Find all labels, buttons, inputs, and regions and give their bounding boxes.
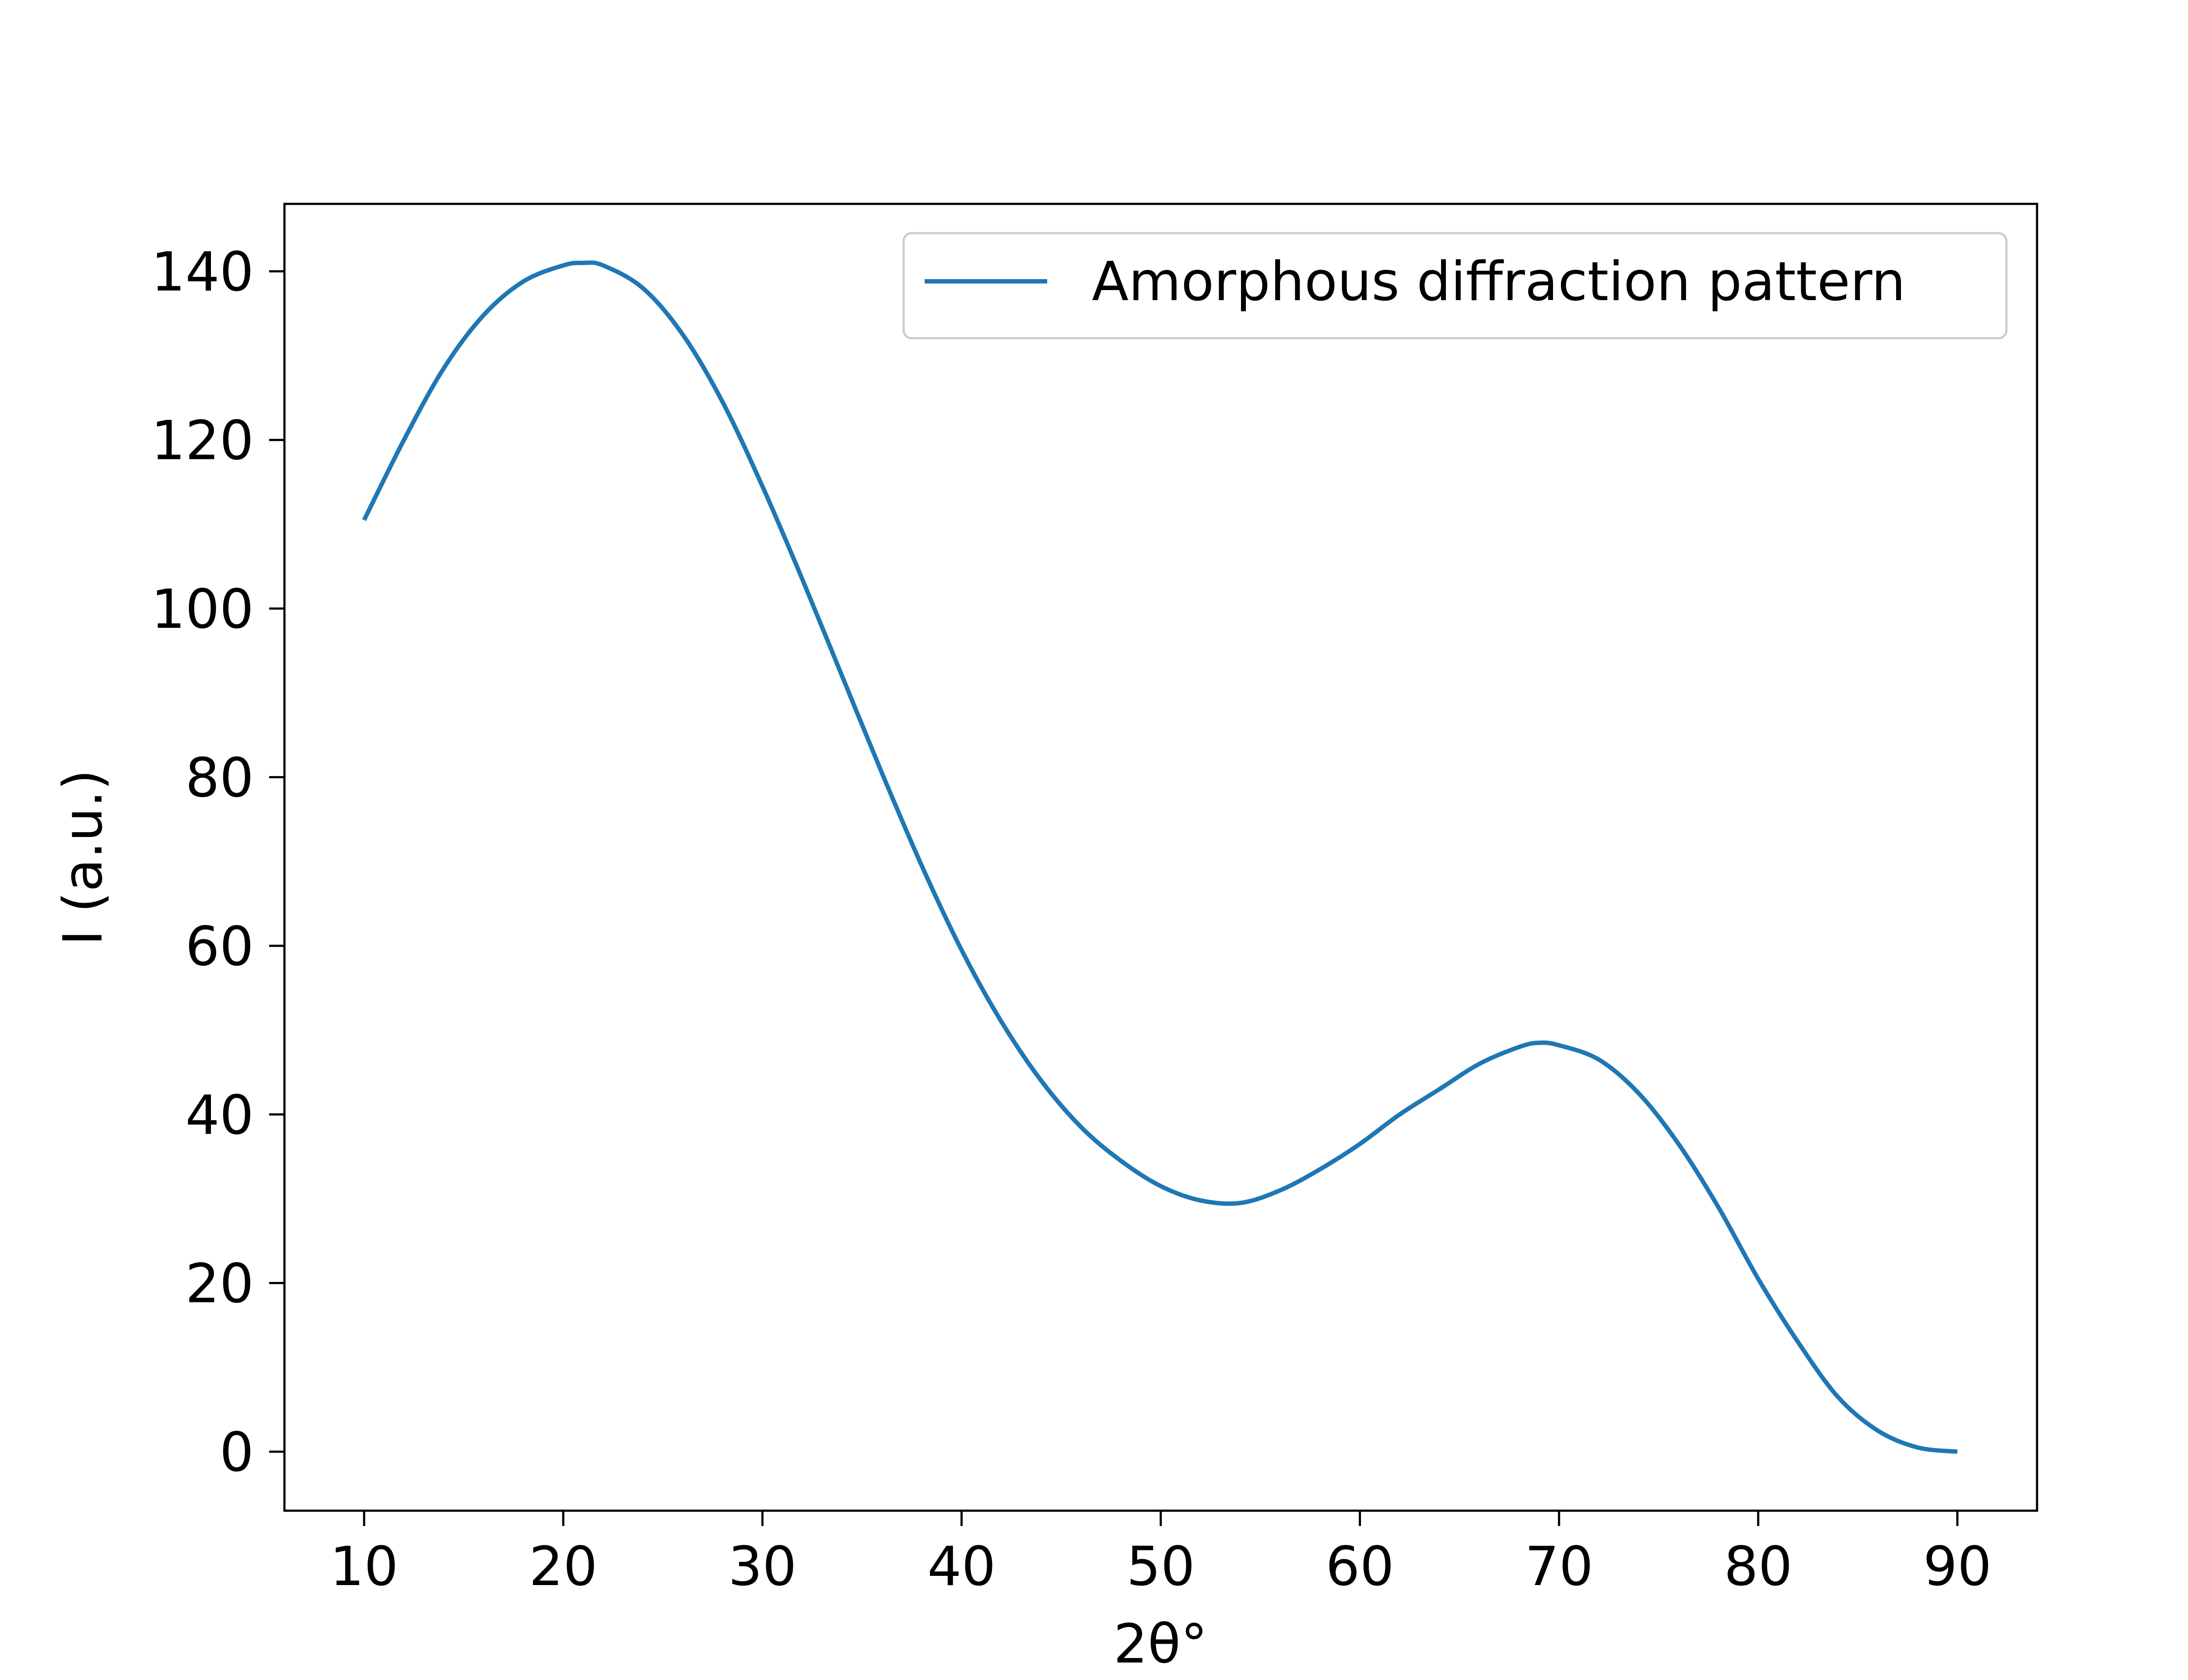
legend: Amorphous diffraction pattern — [902, 232, 2008, 340]
y-axis-ticks: 0 20 40 60 80 100 120 140 — [151, 241, 284, 1484]
x-tick-label: 20 — [529, 1536, 598, 1598]
x-tick-label: 80 — [1724, 1536, 1793, 1598]
x-tick-label: 30 — [728, 1536, 797, 1598]
x-tick-label: 40 — [927, 1536, 996, 1598]
y-tick-label: 120 — [151, 410, 254, 472]
y-tick-label: 20 — [185, 1253, 254, 1316]
x-axis-ticks: 10 20 30 40 50 60 70 80 90 — [330, 1511, 1992, 1598]
series-line — [362, 260, 1958, 1454]
x-tick-label: 60 — [1325, 1536, 1394, 1598]
x-tick-label: 70 — [1525, 1536, 1593, 1598]
x-tick-label: 50 — [1126, 1536, 1195, 1598]
y-tick-label: 0 — [220, 1421, 254, 1484]
x-tick-label: 90 — [1923, 1536, 1992, 1598]
y-axis-label: I (a.u.) — [52, 770, 115, 946]
y-tick-label: 100 — [151, 578, 254, 641]
y-tick-label: 60 — [185, 916, 254, 978]
y-tick-label: 40 — [185, 1084, 254, 1147]
legend-label: Amorphous diffraction pattern — [1092, 251, 1905, 313]
axes-frame — [283, 203, 2038, 1512]
x-tick-label: 10 — [330, 1536, 399, 1598]
y-tick-label: 80 — [185, 747, 254, 809]
plot-area — [362, 260, 1958, 1454]
legend-box — [902, 232, 2008, 340]
x-axis-label: 2θ° — [1113, 1613, 1207, 1676]
y-tick-label: 140 — [151, 241, 254, 304]
